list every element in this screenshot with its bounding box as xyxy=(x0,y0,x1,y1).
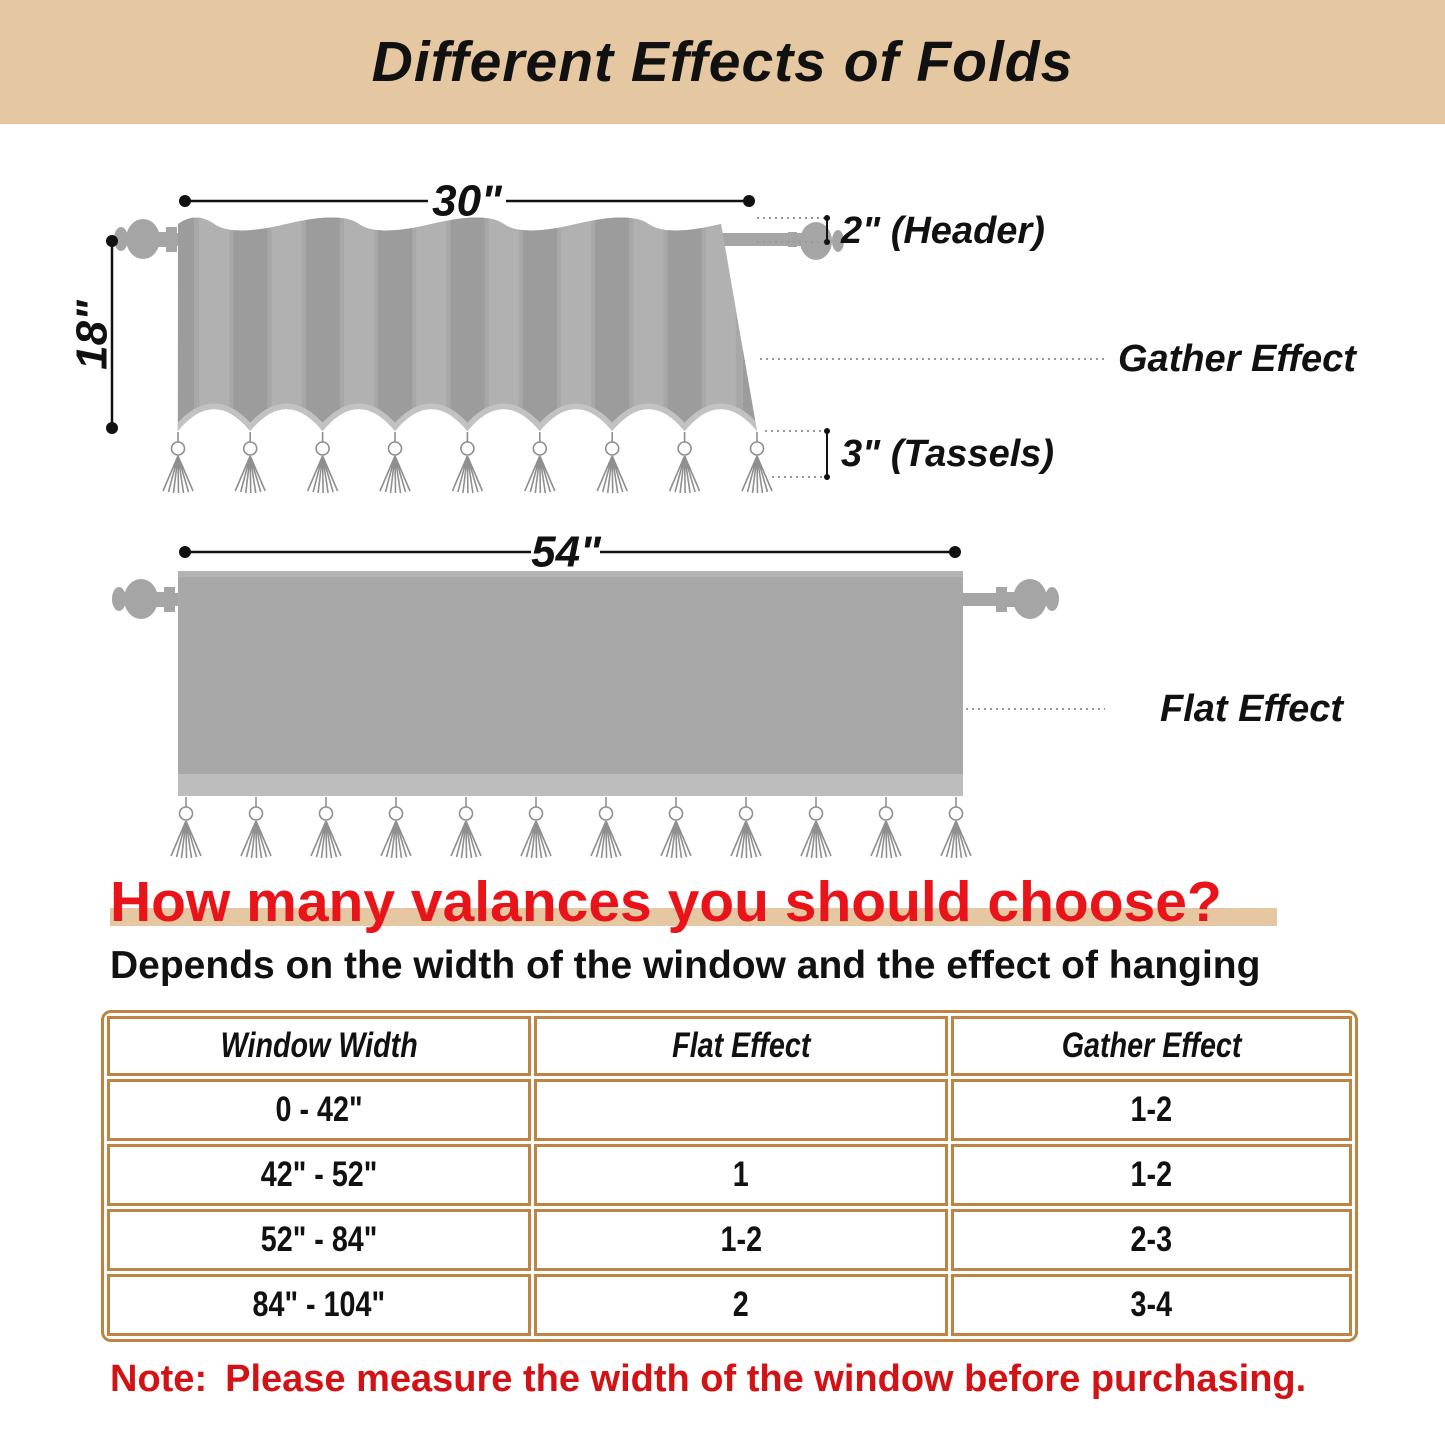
gather-valance-fabric xyxy=(177,217,758,431)
section-heading: How many valances you should choose? xyxy=(110,873,1445,931)
flat-effect-label: Flat Effect xyxy=(1160,688,1344,730)
table-row: 0 - 42" 1-2 xyxy=(107,1079,1352,1142)
header-annotation xyxy=(757,215,830,245)
cell-gather-effect: 1-2 xyxy=(951,1079,1352,1142)
title-banner: Different Effects of Folds xyxy=(0,0,1445,124)
gather-height-label: 18" xyxy=(68,299,117,370)
table-header-row: Window Width Flat Effect Gather Effect xyxy=(107,1016,1352,1077)
note-text: Please measure the width of the window b… xyxy=(225,1358,1307,1401)
gather-effect-label: Gather Effect xyxy=(1118,338,1357,380)
curtain-diagrams: 30" 18" 2" (Header) Gather Effect xyxy=(0,124,1445,859)
cell-window-width: 52" - 84" xyxy=(107,1209,531,1272)
col-header-flat-effect: Flat Effect xyxy=(534,1016,948,1077)
gather-width-label: 30" xyxy=(432,177,503,226)
cell-flat-effect xyxy=(534,1079,948,1142)
cell-window-width: 42" - 52" xyxy=(107,1144,531,1207)
flat-width-dimension xyxy=(179,546,961,558)
table-row: 84" - 104" 2 3-4 xyxy=(107,1274,1352,1337)
cell-gather-effect: 3-4 xyxy=(951,1274,1352,1337)
cell-window-width: 0 - 42" xyxy=(107,1079,531,1142)
cell-flat-effect: 2 xyxy=(534,1274,948,1337)
section-subheading: Depends on the width of the window and t… xyxy=(110,944,1261,988)
col-header-window-width: Window Width xyxy=(107,1016,531,1077)
tassels-annotation-label: 3" (Tassels) xyxy=(841,433,1054,475)
page-title: Different Effects of Folds xyxy=(371,30,1074,94)
flat-valance-tassels xyxy=(170,796,972,859)
tassels-annotation xyxy=(765,428,830,480)
flat-valance-fabric xyxy=(178,571,963,796)
gather-valance-tassels xyxy=(162,431,773,494)
cell-window-width: 84" - 104" xyxy=(107,1274,531,1337)
cell-flat-effect: 1 xyxy=(534,1144,948,1207)
choose-section: How many valances you should choose? Dep… xyxy=(0,873,1445,1401)
cell-flat-effect: 1-2 xyxy=(534,1209,948,1272)
section-heading-text: How many valances you should choose? xyxy=(110,873,1277,931)
cell-gather-effect: 1-2 xyxy=(951,1144,1352,1207)
gather-height-dimension xyxy=(106,235,118,434)
purchase-note: Note: Please measure the width of the win… xyxy=(110,1358,1445,1401)
col-header-gather-effect: Gather Effect xyxy=(951,1016,1352,1077)
header-annotation-label: 2" (Header) xyxy=(840,210,1045,252)
flat-width-label: 54" xyxy=(531,528,602,577)
cell-gather-effect: 2-3 xyxy=(951,1209,1352,1272)
curtain-diagram-svg: 30" 18" 2" (Header) Gather Effect xyxy=(68,177,1357,859)
table-row: 52" - 84" 1-2 2-3 xyxy=(107,1209,1352,1272)
gather-width-dimension xyxy=(179,195,755,207)
note-label: Note: xyxy=(110,1358,208,1401)
valance-count-table: Window Width Flat Effect Gather Effect 0… xyxy=(101,1010,1358,1343)
table-row: 42" - 52" 1 1-2 xyxy=(107,1144,1352,1207)
